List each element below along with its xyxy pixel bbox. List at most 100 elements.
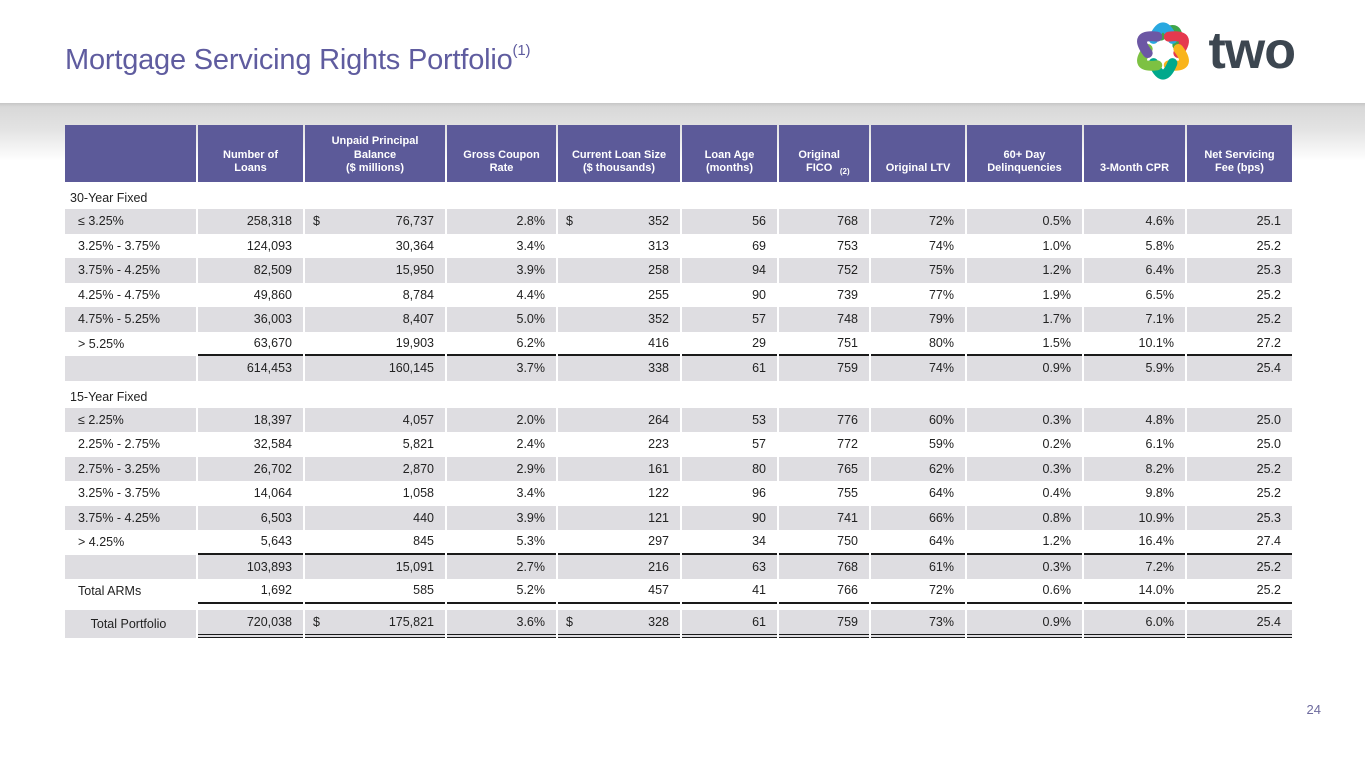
table-cell: 338	[558, 356, 680, 381]
column-header-label: Original LTV	[885, 162, 951, 175]
cell-value: 76,737	[395, 214, 434, 229]
row-label: Total Portfolio	[65, 609, 196, 638]
table-row: 614,453 160,145 3.7% 338 61 759 74% 0.9% 5.9% 25.…	[65, 356, 1292, 381]
table-cell: 6.2%	[447, 332, 556, 356]
table-cell: 25.3	[1187, 505, 1292, 530]
table-cell: 41	[682, 579, 777, 604]
table-cell: 585	[305, 579, 445, 604]
table-row: 3.25% - 3.75% 14,064 1,058 3.4% 122 96 755 64% 0…	[65, 481, 1292, 506]
table-cell: 759	[779, 609, 869, 638]
column-header: Original FICO (2)	[779, 125, 869, 182]
table-cell: 7.2%	[1084, 554, 1185, 579]
row-label: 4.25% - 4.75%	[78, 287, 160, 302]
table-cell: 10.9%	[1084, 505, 1185, 530]
table-cell: 4,057	[305, 407, 445, 432]
table-cell: 297	[558, 530, 680, 555]
table-cell: 0.4%	[1042, 486, 1072, 501]
table-cell: 64%	[928, 486, 954, 501]
table-cell: 36,003	[198, 307, 303, 332]
column-header-label: Number of Loans	[223, 148, 278, 175]
table-row: Total ARMs 1,692 585 5.2% 457 41 766 72% 0.6% 14.…	[65, 579, 1292, 604]
table-cell: 3.7%	[447, 356, 556, 381]
table-cell: $76,737	[305, 209, 445, 234]
table-cell: 753	[837, 238, 858, 253]
table-cell: 4.8%	[1084, 407, 1185, 432]
table-row: 3.25% - 3.75% 124,093 30,364 3.4% 313 69 753 74…	[65, 234, 1292, 259]
table-cell: 2.0%	[447, 407, 556, 432]
row-label: 3.25% - 3.75%	[78, 238, 160, 253]
table-cell: 258	[558, 258, 680, 283]
table-row: > 4.25% 5,643 845 5.3% 297 34 750 64% 1.2% 16.4% 2…	[65, 530, 1292, 555]
table-cell: 56	[682, 209, 777, 234]
column-header: Original LTV	[871, 125, 965, 182]
table-cell: 2.8%	[447, 209, 556, 234]
column-header: Number of Loans	[198, 125, 303, 182]
table-header-row: Number of Loans Unpaid Principal Balance …	[65, 125, 1292, 182]
table-cell: 61	[682, 609, 777, 638]
table-cell: 5.0%	[447, 307, 556, 332]
table-cell: 5.8%	[1145, 238, 1175, 253]
table-cell: 1.9%	[1042, 287, 1072, 302]
table-cell: 772	[837, 437, 858, 452]
dollar-sign: $	[566, 214, 573, 229]
table-cell: 1.7%	[967, 307, 1082, 332]
table-cell: 776	[779, 407, 869, 432]
table-cell: 0.2%	[1042, 437, 1072, 452]
table-cell: 766	[779, 579, 869, 604]
table-cell: 25.4	[1187, 609, 1292, 638]
table-cell: 82,509	[198, 258, 303, 283]
table-cell: 29	[682, 332, 777, 356]
table-cell: 18,397	[198, 407, 303, 432]
table-cell: 2.9%	[447, 456, 556, 481]
table-cell: 59%	[928, 437, 954, 452]
cell-value: 175,821	[388, 614, 434, 629]
table-cell: 8.2%	[1084, 456, 1185, 481]
table-cell: 74%	[871, 356, 965, 381]
table-cell: 10.1%	[1084, 332, 1185, 356]
table-cell: 8,784	[402, 287, 434, 302]
table-cell: 34	[682, 530, 777, 555]
table-cell: 75%	[871, 258, 965, 283]
table-row: 103,893 15,091 2.7% 216 63 768 61% 0.3% 7.2% 25.2	[65, 554, 1292, 579]
table-cell: 124,093	[246, 238, 292, 253]
table-cell: 90	[752, 287, 766, 302]
table-cell: 79%	[871, 307, 965, 332]
table-cell: 61%	[871, 554, 965, 579]
table-cell: 25.0	[1256, 437, 1281, 452]
table-cell: 216	[558, 554, 680, 579]
table-cell: 25.1	[1187, 209, 1292, 234]
page-title-text: Mortgage Servicing Rights Portfolio	[65, 44, 513, 76]
table-cell: 5.9%	[1084, 356, 1185, 381]
row-label: ≤ 3.25%	[65, 209, 196, 234]
column-header-label: Gross Coupon Rate	[463, 148, 540, 175]
table-row: 2.75% - 3.25% 26,702 2,870 2.9% 161 80 765 62% 0…	[65, 456, 1292, 481]
page-title: Mortgage Servicing Rights Portfolio(1)	[65, 42, 530, 77]
row-label: 3.25% - 3.75%	[78, 486, 160, 501]
two-harbors-star-icon	[1137, 22, 1190, 80]
table-cell: 1.2%	[967, 258, 1082, 283]
table-cell: 440	[305, 505, 445, 530]
table-cell: 0.6%	[967, 579, 1082, 604]
table-cell: 0.3%	[967, 456, 1082, 481]
column-header-label: 3-Month CPR	[1099, 162, 1170, 175]
cell-value: 328	[648, 614, 669, 629]
table-row: > 5.25% 63,670 19,903 6.2% 416 29 751 80% 1.5% 10…	[65, 332, 1292, 356]
table-cell: 1,692	[198, 579, 303, 604]
table-cell: 72%	[871, 579, 965, 604]
table-row: Total Portfolio 720,038 $175,821 3.6% $328 61…	[65, 609, 1292, 638]
column-header-footnote: (2)	[839, 167, 850, 176]
table-cell: 6.4%	[1084, 258, 1185, 283]
table-cell: 121	[558, 505, 680, 530]
table-cell: 752	[779, 258, 869, 283]
table-cell: 66%	[871, 505, 965, 530]
table-cell: 6.0%	[1084, 609, 1185, 638]
table-row: ≤ 3.25% 258,318 $76,737 2.8% $352 56 768 72% 0.5…	[65, 209, 1292, 234]
row-label	[65, 554, 196, 579]
table-cell: 759	[779, 356, 869, 381]
table-cell: 8,407	[305, 307, 445, 332]
table-cell: 768	[779, 209, 869, 234]
table-cell: 25.4	[1187, 356, 1292, 381]
table-cell: 90	[682, 505, 777, 530]
table-cell: $328	[558, 609, 680, 638]
table-cell: 6.1%	[1145, 437, 1175, 452]
